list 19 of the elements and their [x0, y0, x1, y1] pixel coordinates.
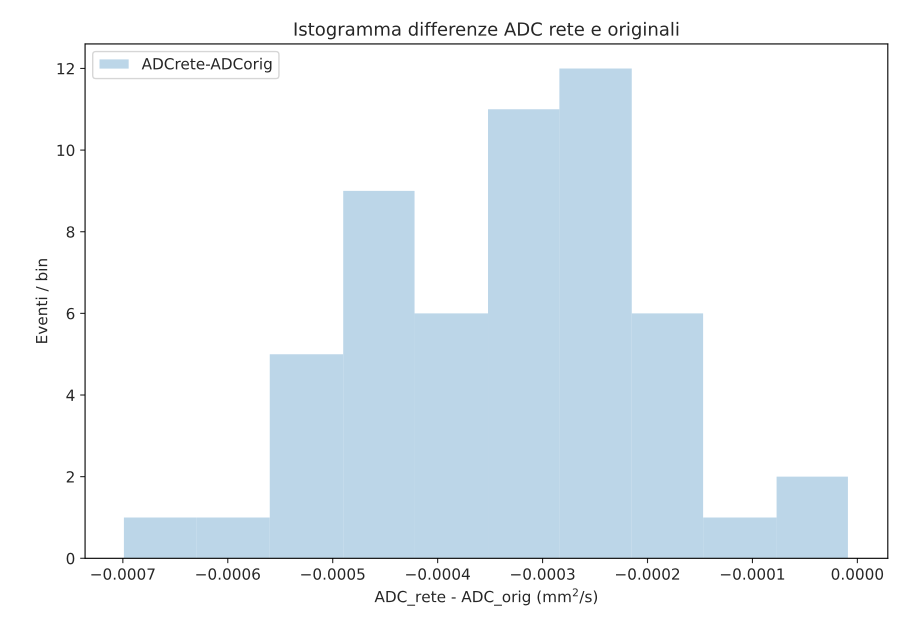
x-tick-label: −0.0005: [301, 568, 365, 580]
y-tick-label: 4: [66, 390, 74, 401]
y-tick-label: 0: [66, 552, 74, 564]
x-tick-label: −0.0001: [720, 568, 784, 580]
y-tick-label: 8: [66, 226, 74, 238]
x-axis-title: ADC_rete - ADC_orig (mm$^{2}$/s): [374, 588, 598, 606]
y-tick-label: 6: [66, 308, 74, 320]
x-tick-label: −0.0007: [91, 568, 155, 580]
y-axis-title: Eventi / bin: [36, 259, 49, 343]
legend-label: ADCrete-ADCorig: [142, 58, 272, 72]
x-tick-label: −0.0006: [196, 568, 260, 580]
x-tick-label: −0.0002: [616, 568, 680, 580]
y-tick-label: 2: [66, 471, 74, 482]
chart-title: Istogramma differenze ADC rete e originali: [294, 22, 678, 40]
x-tick-label: −0.0003: [511, 568, 574, 580]
x-tick-label: 0.0000: [832, 568, 884, 580]
y-tick-label: 12: [58, 62, 74, 74]
x-tick-label: −0.0004: [406, 568, 470, 580]
y-tick-label: 10: [58, 144, 74, 156]
